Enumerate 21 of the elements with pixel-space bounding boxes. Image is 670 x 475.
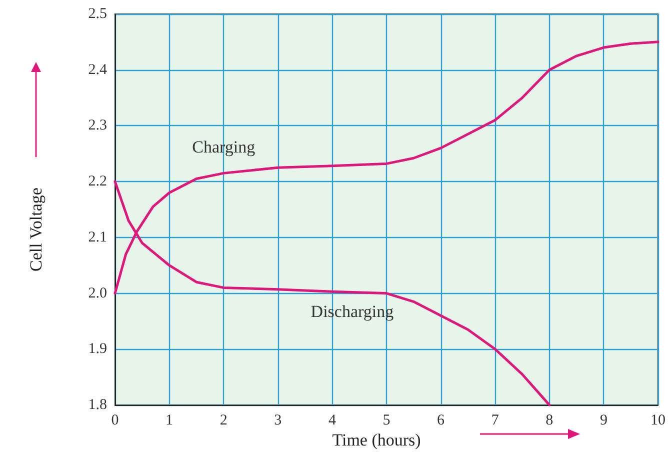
- x-tick-label: 8: [546, 412, 554, 428]
- y-tick-label: 2.4: [88, 62, 108, 78]
- x-tick-label: 6: [437, 412, 446, 428]
- x-tick-label: 3: [274, 412, 282, 428]
- x-tick-label: 4: [328, 412, 336, 428]
- y-tick-label: 2.0: [88, 285, 107, 302]
- x-tick-label: 7: [491, 412, 500, 428]
- x-tick-label: 5: [382, 412, 390, 428]
- y-tick-label: 2.5: [88, 6, 107, 22]
- x-tick-label: 0: [111, 412, 119, 428]
- x-axis-title: Time (hours): [332, 430, 421, 450]
- x-tick-label: 9: [600, 412, 608, 428]
- y-tick-label: 1.8: [88, 397, 107, 413]
- x-tick-label: 1: [166, 412, 174, 428]
- y-tick-label: 2.1: [88, 229, 107, 246]
- x-tick-label: 10: [650, 412, 666, 428]
- x-tick-label: 2: [220, 412, 228, 428]
- y-axis-title: Cell Voltage: [26, 188, 46, 272]
- y-tick-label: 2.2: [88, 174, 107, 190]
- y-tick-label: 2.3: [88, 118, 107, 134]
- y-tick-label: 1.9: [88, 341, 107, 358]
